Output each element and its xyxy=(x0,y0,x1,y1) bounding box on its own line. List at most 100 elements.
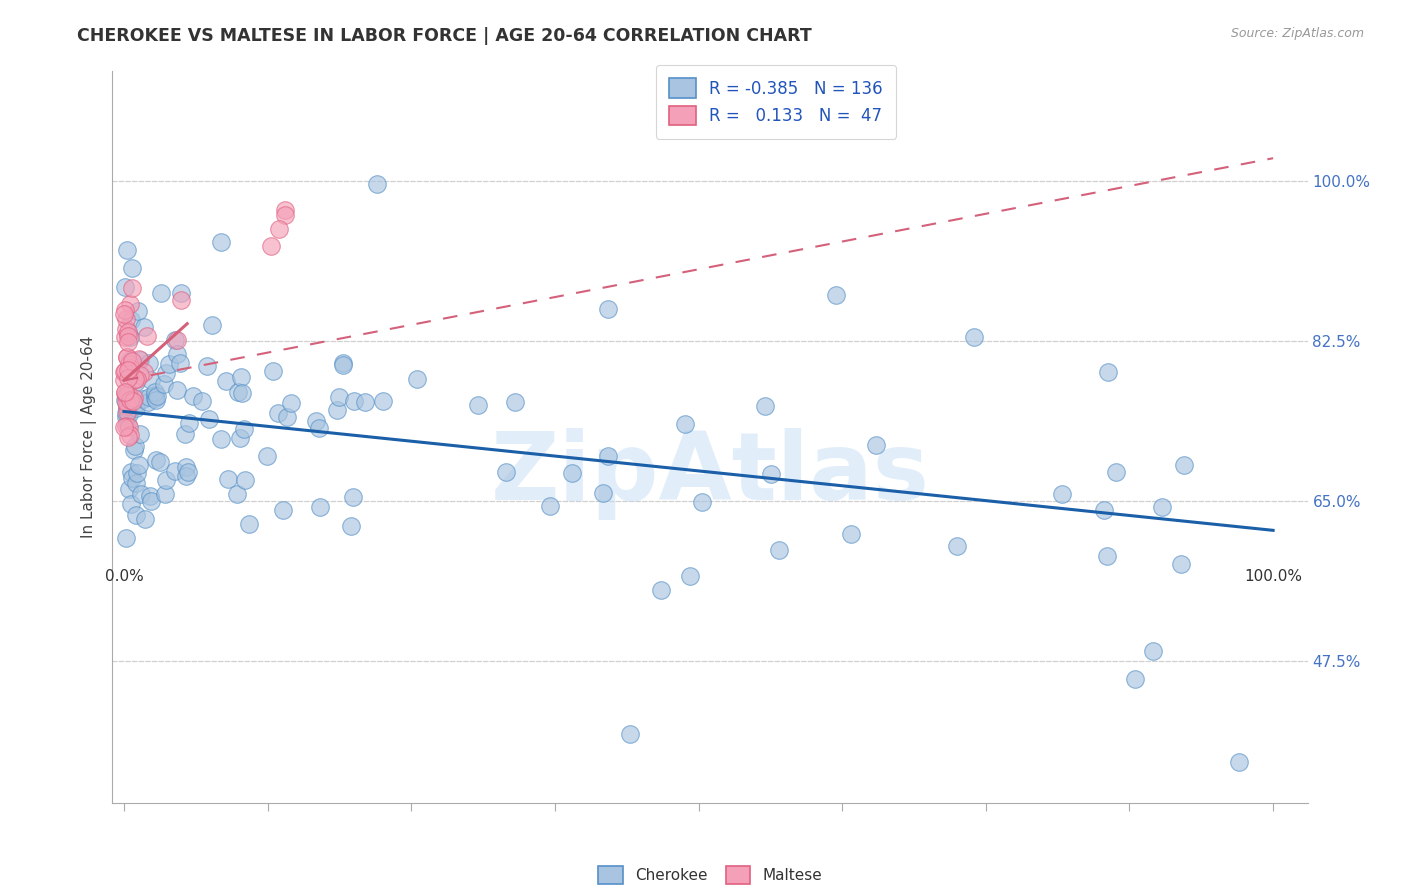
Point xyxy=(155,473,177,487)
Point xyxy=(233,422,256,436)
Point xyxy=(115,350,138,364)
Point xyxy=(759,467,782,482)
Point xyxy=(619,727,641,741)
Point xyxy=(117,370,139,384)
Point xyxy=(117,387,139,401)
Y-axis label: In Labor Force | Age 20-64: In Labor Force | Age 20-64 xyxy=(80,336,97,538)
Point xyxy=(170,285,193,300)
Point xyxy=(1123,673,1146,687)
Point xyxy=(114,389,136,403)
Point xyxy=(166,383,188,397)
Text: 100.0%: 100.0% xyxy=(1244,569,1302,583)
Point xyxy=(305,414,328,428)
Point xyxy=(117,363,139,377)
Point xyxy=(128,458,150,472)
Point xyxy=(209,432,232,446)
Point xyxy=(114,393,136,408)
Point xyxy=(117,417,139,432)
Point xyxy=(114,385,136,400)
Point xyxy=(276,409,298,424)
Point xyxy=(342,490,364,504)
Point xyxy=(121,394,143,409)
Point xyxy=(467,398,489,412)
Point xyxy=(503,395,526,409)
Point xyxy=(129,368,152,382)
Point xyxy=(332,356,354,370)
Point xyxy=(145,388,167,402)
Point xyxy=(118,297,141,311)
Point xyxy=(127,303,149,318)
Point xyxy=(132,392,155,406)
Point xyxy=(118,330,141,344)
Point xyxy=(136,394,159,409)
Point xyxy=(114,409,136,424)
Point xyxy=(226,486,249,500)
Point xyxy=(1095,549,1118,563)
Point xyxy=(121,281,143,295)
Point xyxy=(280,396,302,410)
Text: Source: ZipAtlas.com: Source: ZipAtlas.com xyxy=(1230,27,1364,40)
Point xyxy=(120,353,142,368)
Point xyxy=(596,449,619,463)
Point xyxy=(157,357,180,371)
Point xyxy=(217,472,239,486)
Point xyxy=(145,452,167,467)
Point xyxy=(174,460,197,475)
Point xyxy=(195,359,218,373)
Text: 0.0%: 0.0% xyxy=(104,569,143,583)
Point xyxy=(1092,503,1115,517)
Text: CHEROKEE VS MALTESE IN LABOR FORCE | AGE 20-64 CORRELATION CHART: CHEROKEE VS MALTESE IN LABOR FORCE | AGE… xyxy=(77,27,813,45)
Point xyxy=(136,328,159,343)
Point xyxy=(1097,365,1119,379)
Point xyxy=(153,487,176,501)
Point xyxy=(121,367,143,381)
Point xyxy=(865,437,887,451)
Point xyxy=(112,373,135,387)
Point xyxy=(495,465,517,479)
Point xyxy=(117,430,139,444)
Point xyxy=(256,449,278,463)
Point xyxy=(117,335,139,350)
Point xyxy=(125,475,148,490)
Point xyxy=(1170,558,1192,572)
Point xyxy=(125,375,148,389)
Point xyxy=(132,320,155,334)
Point xyxy=(825,288,848,302)
Point xyxy=(946,539,969,553)
Point xyxy=(229,369,252,384)
Point xyxy=(1173,458,1195,472)
Legend: Cherokee, Maltese: Cherokee, Maltese xyxy=(592,861,828,890)
Point xyxy=(118,407,141,421)
Point xyxy=(260,238,283,252)
Point xyxy=(120,313,142,327)
Point xyxy=(118,420,141,434)
Point xyxy=(115,243,138,257)
Text: ZipAtlas: ZipAtlas xyxy=(491,427,929,520)
Point xyxy=(592,486,614,500)
Point xyxy=(118,360,141,375)
Point xyxy=(125,401,148,416)
Point xyxy=(115,399,138,413)
Point xyxy=(112,307,135,321)
Point xyxy=(145,392,167,407)
Point xyxy=(129,352,152,367)
Point xyxy=(117,329,139,343)
Point xyxy=(768,543,790,558)
Point xyxy=(166,346,188,360)
Point xyxy=(138,489,160,503)
Point xyxy=(114,303,136,318)
Point xyxy=(125,467,148,481)
Point xyxy=(561,467,583,481)
Point xyxy=(149,455,172,469)
Point xyxy=(132,365,155,379)
Point xyxy=(267,406,290,420)
Point xyxy=(673,417,696,432)
Point xyxy=(366,177,388,191)
Point xyxy=(262,363,284,377)
Point xyxy=(117,385,139,400)
Point xyxy=(124,372,146,386)
Point xyxy=(115,407,138,421)
Point xyxy=(121,354,143,368)
Point xyxy=(177,465,200,479)
Point xyxy=(1142,644,1164,658)
